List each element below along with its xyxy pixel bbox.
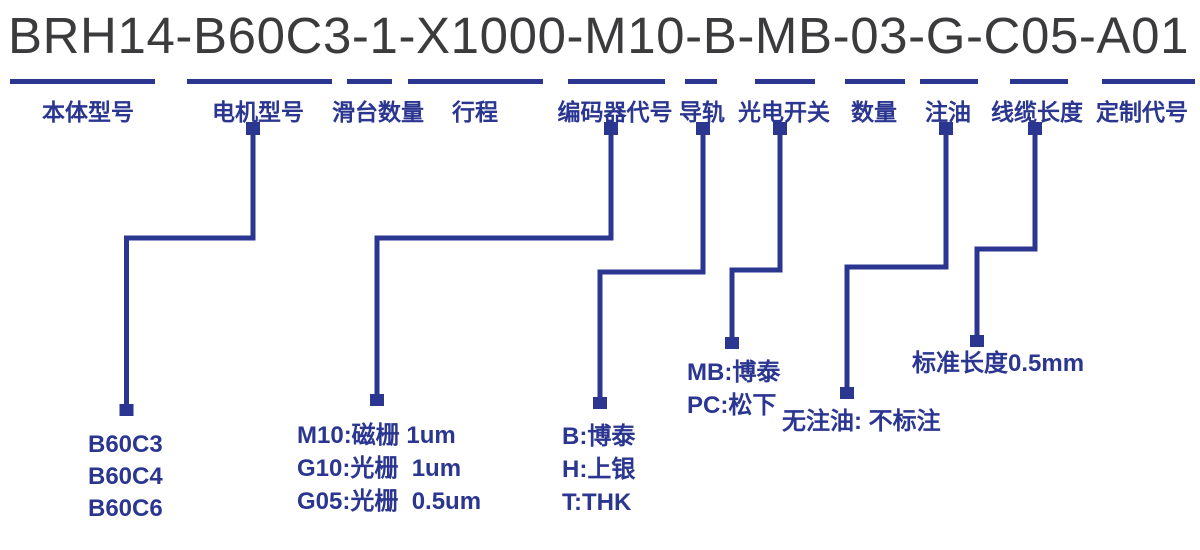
note-line: PC:松下 — [687, 392, 777, 419]
note-line: B60C4 — [88, 463, 163, 490]
note-line: MB:博泰 — [687, 359, 781, 386]
underline-photo-switch — [755, 79, 815, 84]
leader-line-photo-switch — [729, 130, 783, 339]
note-line: T:THK — [562, 489, 632, 516]
marker-oiling-end — [840, 387, 854, 399]
note-line: H:上银 — [562, 456, 636, 483]
note-cable-length: 标准长度0.5mm — [912, 348, 1084, 380]
note-line: 无注油: 不标注 — [782, 408, 941, 435]
label-quantity: 数量 — [851, 99, 897, 125]
underline-body-model — [10, 79, 155, 84]
label-custom-code: 定制代号 — [1096, 99, 1188, 125]
marker-motor-model-top — [246, 122, 260, 135]
underline-motor-model — [187, 79, 332, 84]
underline-stroke — [408, 79, 543, 84]
label-slider-count: 滑台数量 — [332, 99, 424, 125]
label-photo-switch: 光电开关 — [738, 99, 830, 125]
marker-motor-model-end — [119, 404, 134, 416]
leader-line-cable-length — [974, 130, 1038, 337]
marker-cable-length-top — [1028, 122, 1042, 135]
note-line: G10:光栅 1um — [297, 455, 462, 482]
leader-line-encoder-code — [374, 130, 614, 396]
note-line: B60C3 — [88, 431, 163, 458]
note-oiling: 无注油: 不标注 — [782, 406, 941, 438]
label-body-model: 本体型号 — [42, 99, 134, 125]
leader-line-motor-model — [124, 130, 256, 406]
underline-guide-rail — [685, 79, 717, 84]
label-oiling: 注油 — [925, 99, 971, 125]
underline-encoder-code — [568, 79, 665, 84]
leader-line-guide-rail — [597, 130, 706, 400]
marker-encoder-code-end — [370, 394, 384, 406]
underline-oiling — [920, 79, 978, 84]
note-line: 标准长度0.5mm — [912, 350, 1085, 377]
note-guide-rails: B:博泰 H:上银 T:THK — [562, 420, 635, 519]
leader-line-oiling — [844, 130, 949, 390]
marker-photo-switch-end — [725, 337, 739, 349]
note-encoder-codes: M10:磁栅 1um G10:光栅 1um G05:光栅 0.5um — [297, 419, 481, 518]
note-photo-switches: MB:博泰 PC:松下 — [687, 356, 780, 422]
marker-guide-rail-end — [593, 397, 607, 409]
label-cable-length: 线缆长度 — [991, 99, 1083, 125]
marker-guide-rail-top — [696, 122, 710, 135]
note-line: G05:光栅 0.5um — [297, 488, 482, 515]
label-guide-rail: 导轨 — [679, 99, 725, 125]
marker-cable-length-end — [970, 335, 984, 347]
note-line: B:博泰 — [562, 423, 636, 450]
underline-slider-count — [347, 79, 392, 84]
underline-custom-code — [1102, 79, 1195, 84]
label-encoder-code: 编码器代号 — [557, 99, 673, 125]
model-number-title: BRH14-B60C3-1-X1000-M10-B-MB-03-G-C05-A0… — [8, 7, 1190, 64]
marker-oiling-top — [939, 122, 953, 135]
label-stroke: 行程 — [452, 99, 498, 125]
note-motor-models: B60C3 B60C4 B60C6 — [88, 429, 163, 525]
label-motor-model: 电机型号 — [212, 99, 304, 125]
underline-cable-length — [1010, 79, 1068, 84]
note-line: M10:磁栅 1um — [297, 422, 456, 449]
marker-encoder-code-top — [604, 122, 618, 135]
underline-quantity — [845, 79, 905, 84]
marker-photo-switch-top — [773, 122, 787, 135]
note-line: B60C6 — [88, 495, 163, 522]
